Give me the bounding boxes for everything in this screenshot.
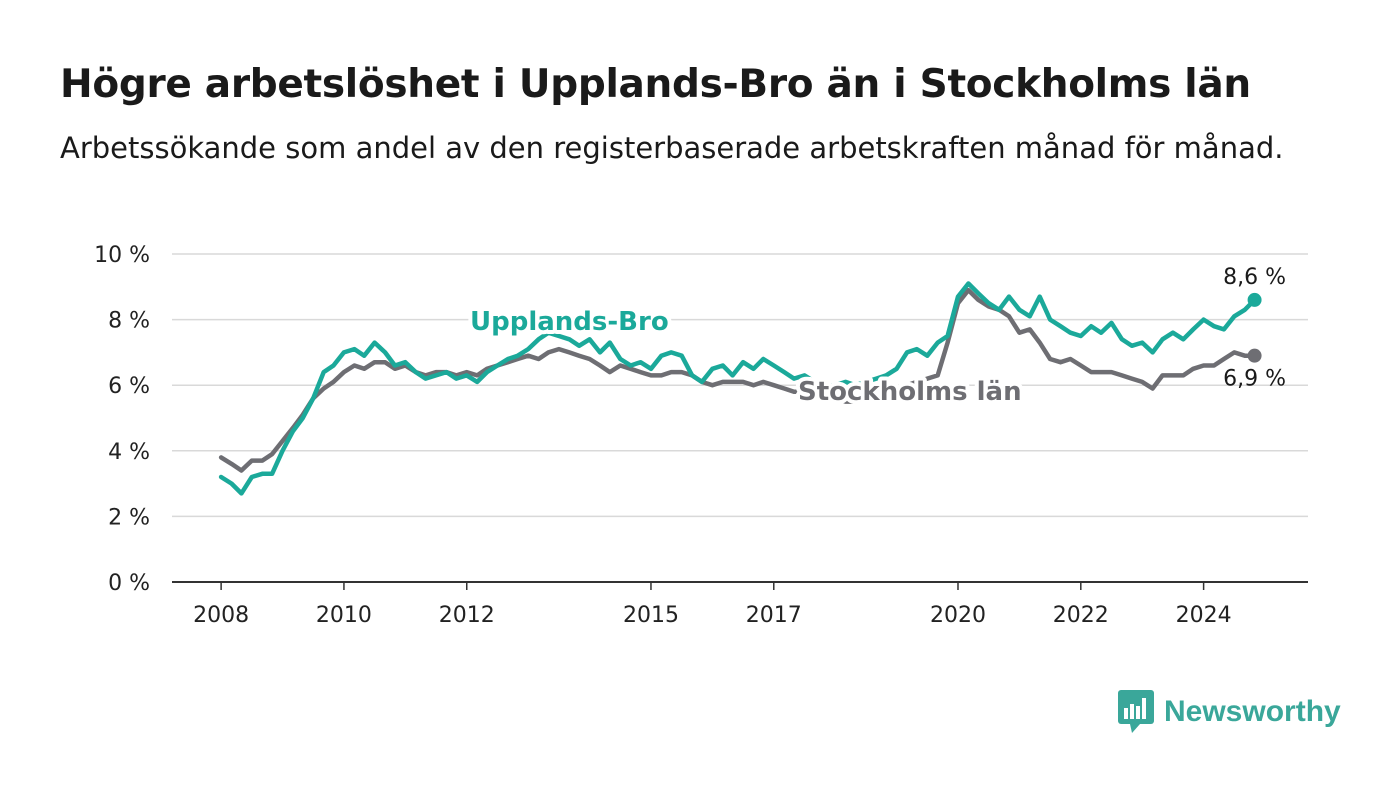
y-tick-label: 4 %	[108, 440, 150, 465]
series-labels: 8,6 % 6,9 % Upplands-Bro Stockholms län	[466, 265, 1286, 411]
series-line-upplands-bro	[218, 281, 1257, 496]
x-tick-label: 2024	[1176, 603, 1232, 628]
chart-subtitle: Arbetssökande som andel av den registerb…	[60, 131, 1284, 165]
bar-chart-logo-icon	[1118, 690, 1154, 733]
series-lines	[218, 281, 1257, 496]
end-label-stockholms-lan: 6,9 %	[1223, 367, 1286, 392]
y-tick-label: 0 %	[108, 571, 150, 596]
chart-title: Högre arbetslöshet i Upplands-Bro än i S…	[60, 62, 1251, 107]
x-tick-label: 2008	[193, 603, 249, 628]
y-tick-label: 2 %	[108, 505, 150, 530]
x-tick-label: 2017	[746, 603, 802, 628]
y-tick-label: 10 %	[94, 243, 150, 268]
gridlines	[172, 253, 1308, 583]
x-tick-label: 2015	[623, 603, 679, 628]
x-tick-label: 2022	[1053, 603, 1109, 628]
x-tick-label: 2010	[316, 603, 372, 628]
end-point-stockholms-lan	[1247, 348, 1262, 363]
end-point-upplands-bro	[1247, 292, 1262, 307]
series-name-upplands-bro: Upplands-Bro	[470, 307, 669, 337]
y-tick-label: 8 %	[108, 309, 150, 334]
series-line-stockholms-lan	[218, 287, 1257, 473]
x-tick-label: 2012	[439, 603, 495, 628]
end-label-upplands-bro: 8,6 %	[1223, 265, 1286, 290]
x-tick-label: 2020	[930, 603, 986, 628]
y-tick-label: 6 %	[108, 374, 150, 399]
y-axis-ticks: 0 % 2 % 4 % 6 % 8 % 10 %	[94, 243, 150, 596]
series-name-stockholms-lan: Stockholms län	[798, 377, 1022, 407]
newsworthy-logo: Newsworthy	[1118, 690, 1341, 734]
brand-name: Newsworthy	[1164, 695, 1341, 728]
x-axis-ticks: 2008 2010 2012 2015 2017 2020 2022 2024	[193, 582, 1232, 628]
